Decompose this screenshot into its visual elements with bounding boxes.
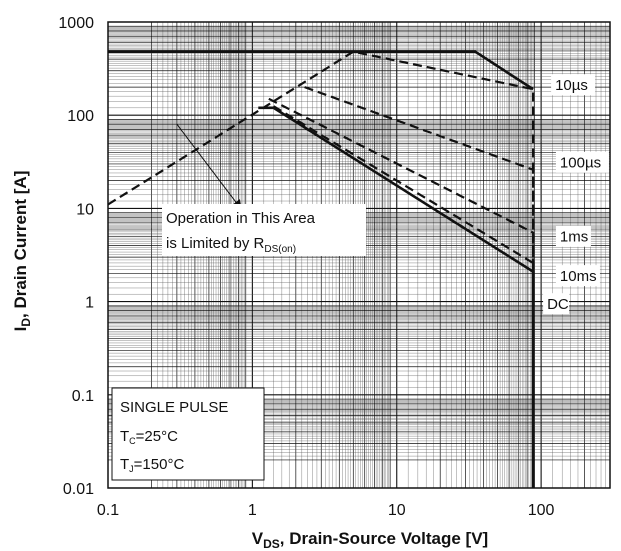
conditions-title: SINGLE PULSE <box>120 399 228 416</box>
y-tick-label: 0.01 <box>63 481 94 498</box>
x-tick-label: 100 <box>528 502 555 519</box>
y-axis-title: ID, Drain Current [A] <box>11 171 33 332</box>
x-tick-label: 1 <box>248 502 257 519</box>
conditions-frame <box>111 387 265 481</box>
series-label-bg <box>555 151 609 173</box>
y-tick-label: 1 <box>85 295 94 312</box>
conditions-tc: TC=25°C <box>120 428 178 446</box>
rds-annotation: Operation in This Area is Limited by RDS… <box>162 123 366 256</box>
x-axis-title: VDS, Drain-Source Voltage [V] <box>252 529 488 551</box>
y-tick-label: 10 <box>76 201 94 218</box>
annotation-arrow <box>176 123 242 210</box>
series-labels: 10µs 100µs 1ms 10ms DC <box>543 74 609 315</box>
series-label-bg <box>543 293 570 315</box>
y-tick-label: 1000 <box>58 15 94 32</box>
annotation-line-1: Operation in This Area <box>166 210 316 227</box>
conditions-box: SINGLE PULSE TC=25°C TJ=150°C <box>111 387 265 481</box>
y-tick-label: 100 <box>67 108 94 125</box>
plot-frame <box>107 21 611 489</box>
series-label: DC <box>547 296 569 313</box>
series-label: 1ms <box>560 229 588 246</box>
series-line-dc <box>108 50 534 91</box>
annotation-bg <box>162 204 366 256</box>
series-label: 10µs <box>555 77 588 94</box>
x-tick-labels: 0.1 1 10 100 <box>97 502 555 519</box>
x-tick-label: 10 <box>388 502 406 519</box>
series-line-dc <box>258 106 535 488</box>
series-label-bg <box>551 74 596 96</box>
y-tick-label: 0.1 <box>72 388 94 405</box>
conditions-tj: TJ=150°C <box>120 456 184 474</box>
series-label: 10ms <box>560 268 597 285</box>
series-group <box>107 50 535 488</box>
series-label-bg <box>555 225 591 247</box>
series-label: 100µs <box>560 155 601 172</box>
series-label-bg <box>555 265 600 287</box>
y-tick-labels: 1000 100 10 1 0.1 0.01 <box>58 15 94 498</box>
series-line-1ms <box>268 97 535 488</box>
annotation-line-2: is Limited by RDS(on) <box>166 235 296 255</box>
x-tick-label: 0.1 <box>97 502 119 519</box>
